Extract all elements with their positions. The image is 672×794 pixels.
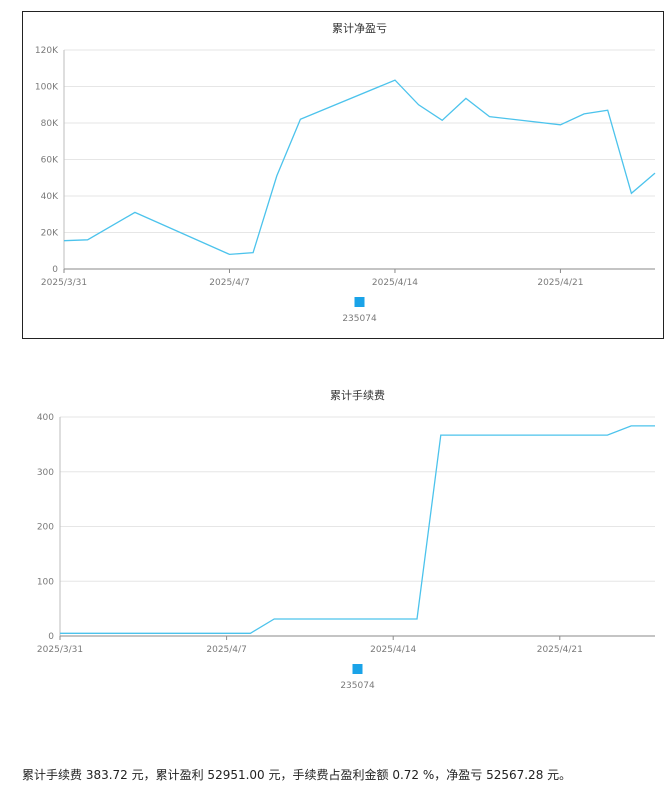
series-line [63,79,656,256]
y-tick-label: 200 [37,523,54,533]
net-pnl-chart: 累计净盈亏 0 20K 40K 60K 80K 100K 120K 2025/3/31 2025/… [35,21,656,324]
y-tick-label: 0 [48,632,54,642]
x-tick-label: 2025/4/7 [209,278,249,288]
y-tick-label: 100K [35,83,59,93]
chart-title: 累计手续费 [330,388,385,402]
y-tick-label: 100 [37,577,54,587]
x-tick-label: 2025/4/21 [537,278,583,288]
summary-text: 累计手续费 383.72 元，累计盈利 52951.00 元，手续费占盈利金额 … [22,768,572,782]
legend-label: 235074 [340,681,375,691]
series-line [60,425,655,634]
y-tick-label: 80K [41,119,59,129]
x-tick-label: 2025/4/14 [370,645,416,655]
y-tick-label: 40K [41,192,59,202]
x-tick-label: 2025/4/21 [537,645,583,655]
y-tick-label: 0 [52,265,58,275]
x-tick-label: 2025/3/31 [37,645,83,655]
y-tick-label: 300 [37,468,54,478]
y-tick-label: 400 [37,413,54,423]
x-tick-label: 2025/4/14 [372,278,418,288]
chart-title: 累计净盈亏 [332,21,387,35]
x-tick-label: 2025/4/7 [206,645,246,655]
legend-swatch [354,297,365,307]
y-tick-label: 60K [41,156,59,166]
y-tick-label: 20K [41,229,59,239]
net-pnl-chart-panel [22,11,664,339]
y-tick-label: 120K [35,46,59,56]
legend-swatch [352,664,363,674]
legend-label: 235074 [342,314,377,324]
x-tick-label: 2025/3/31 [41,278,87,288]
fee-chart: 累计手续费 0 100 200 300 400 2025/3/31 2025/4/7 2025/… [37,388,655,691]
